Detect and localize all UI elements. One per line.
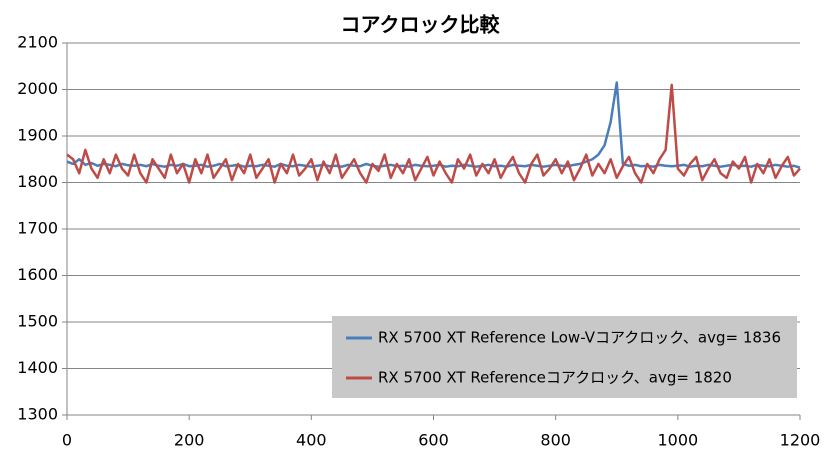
y-tick-label: 1500 — [17, 312, 58, 331]
legend-box — [332, 316, 797, 398]
x-tick-label: 1000 — [657, 431, 698, 450]
x-tick-label: 600 — [418, 431, 449, 450]
legend-label: RX 5700 XT Referenceコアクロック、avg= 1820 — [378, 369, 732, 387]
legend-label: RX 5700 XT Reference Low-Vコアクロック、avg= 18… — [378, 329, 781, 347]
y-tick-label: 1700 — [17, 219, 58, 238]
y-tick-label: 1900 — [17, 126, 58, 145]
y-tick-label: 1400 — [17, 358, 58, 377]
y-tick-label: 1600 — [17, 265, 58, 284]
y-tick-label: 1300 — [17, 405, 58, 424]
x-tick-label: 1200 — [780, 431, 821, 450]
x-tick-label: 200 — [174, 431, 205, 450]
y-tick-label: 1800 — [17, 172, 58, 191]
x-tick-label: 800 — [540, 431, 571, 450]
y-tick-label: 2000 — [17, 79, 58, 98]
x-tick-label: 400 — [296, 431, 327, 450]
series-line — [66, 83, 801, 184]
chart-title: コアクロック比較 — [341, 13, 501, 37]
x-tick-label: 0 — [62, 431, 72, 450]
y-tick-label: 2100 — [17, 33, 58, 52]
